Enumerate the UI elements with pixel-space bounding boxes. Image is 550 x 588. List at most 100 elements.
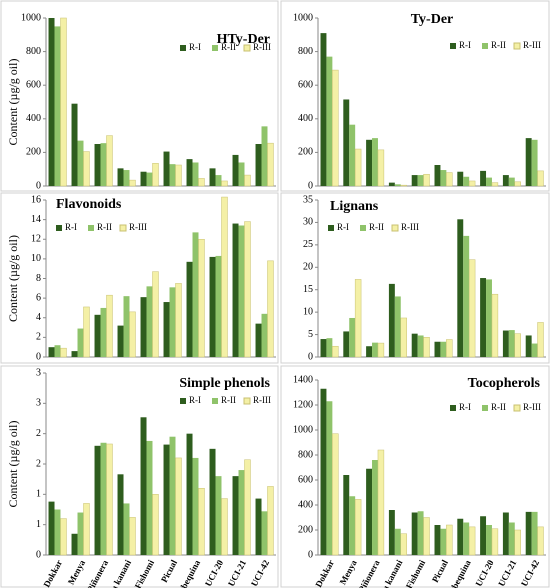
bar: [152, 494, 159, 556]
bar: [463, 522, 470, 555]
y-tick-label: 10: [303, 306, 313, 317]
bar: [343, 331, 350, 357]
chart-title: Flavonoids: [56, 197, 122, 212]
chart-title: Simple phenols: [179, 376, 270, 391]
bar: [486, 177, 492, 186]
y-tick-label: 400: [26, 113, 41, 124]
bar: [394, 184, 401, 186]
bar: [400, 184, 407, 187]
bar: [332, 345, 339, 358]
legend-label: R-II: [491, 402, 506, 412]
bar: [349, 496, 356, 555]
bar: [326, 401, 333, 555]
bar: [480, 170, 487, 186]
x-tick-label: Fishomi: [404, 558, 428, 588]
bar: [440, 341, 447, 357]
panel-border: [280, 0, 550, 192]
legend-label: R-III: [401, 222, 419, 232]
x-tick-label: UCI-21: [226, 558, 248, 588]
bar: [446, 524, 453, 556]
bar: [186, 159, 193, 186]
panel-border: [0, 192, 279, 364]
legend-label: R-III: [129, 222, 147, 232]
bar: [123, 296, 130, 357]
bar: [417, 335, 424, 357]
x-tick-label: Dokkar: [41, 558, 64, 588]
bar: [434, 341, 441, 357]
bar: [117, 168, 124, 186]
bar: [106, 294, 113, 358]
y-tick-label: 0: [36, 351, 41, 362]
bar: [48, 501, 55, 555]
bar: [77, 512, 84, 555]
bar: [508, 522, 515, 555]
bar: [388, 182, 395, 186]
bar: [54, 345, 61, 357]
bar: [215, 255, 222, 357]
bar: [169, 436, 176, 555]
y-tick-label: 35: [303, 194, 313, 205]
y-tick-label: 400: [298, 113, 313, 124]
legend-swatch: [513, 42, 521, 50]
y-tick-label: 30: [303, 217, 313, 228]
legend-swatch: [328, 225, 334, 231]
y-tick-label: 5: [308, 329, 313, 340]
bar: [238, 225, 245, 357]
bar: [83, 306, 90, 358]
bar: [60, 518, 67, 556]
bar: [468, 526, 476, 556]
bar: [221, 196, 228, 358]
legend-swatch: [243, 397, 251, 405]
bar: [440, 170, 447, 186]
y-tick-label: 1: [36, 519, 41, 530]
bar: [175, 457, 182, 556]
bar: [388, 510, 395, 555]
y-axis-label: Content (µg/g oil): [6, 59, 20, 146]
bar: [372, 138, 378, 186]
bar: [486, 279, 492, 357]
x-tick-label: Dokkar: [313, 558, 336, 588]
bar: [169, 164, 176, 186]
bar: [123, 503, 130, 555]
bar: [411, 512, 418, 555]
bar: [440, 528, 447, 555]
x-tick-label: Arbequina: [174, 558, 203, 588]
y-tick-label: 10: [31, 253, 41, 264]
bar: [83, 503, 90, 556]
bar: [417, 511, 424, 555]
bar: [123, 170, 130, 186]
bar: [531, 343, 538, 357]
y-tick-label: 12: [31, 234, 41, 245]
legend-swatch: [212, 45, 218, 51]
bar: [457, 518, 464, 555]
bar: [525, 511, 532, 555]
bar: [366, 346, 373, 357]
legend-swatch: [119, 224, 127, 232]
bar: [255, 144, 262, 186]
y-tick-label: 0: [308, 180, 313, 191]
legend-swatch: [180, 45, 186, 51]
y-tick-label: 2: [36, 332, 41, 343]
bar: [192, 232, 199, 357]
legend-label: R-I: [189, 42, 201, 52]
chart-title: Tocopherols: [468, 376, 541, 391]
bar: [169, 287, 176, 357]
legend-swatch: [180, 398, 186, 404]
bar: [343, 99, 350, 186]
bar: [146, 172, 153, 186]
bar: [400, 317, 407, 358]
y-tick-label: 600: [298, 474, 313, 485]
bar: [531, 511, 538, 555]
bar: [129, 311, 136, 358]
legend-label: R-I: [65, 222, 77, 232]
bar: [354, 499, 362, 556]
bar: [60, 347, 67, 358]
bar: [508, 330, 515, 357]
y-tick-label: 1400: [293, 374, 313, 385]
y-tick-label: 200: [26, 147, 41, 158]
bar: [146, 440, 153, 555]
bar: [267, 486, 274, 556]
bar: [366, 468, 373, 555]
bar: [468, 180, 476, 187]
panel-border: [280, 192, 550, 364]
